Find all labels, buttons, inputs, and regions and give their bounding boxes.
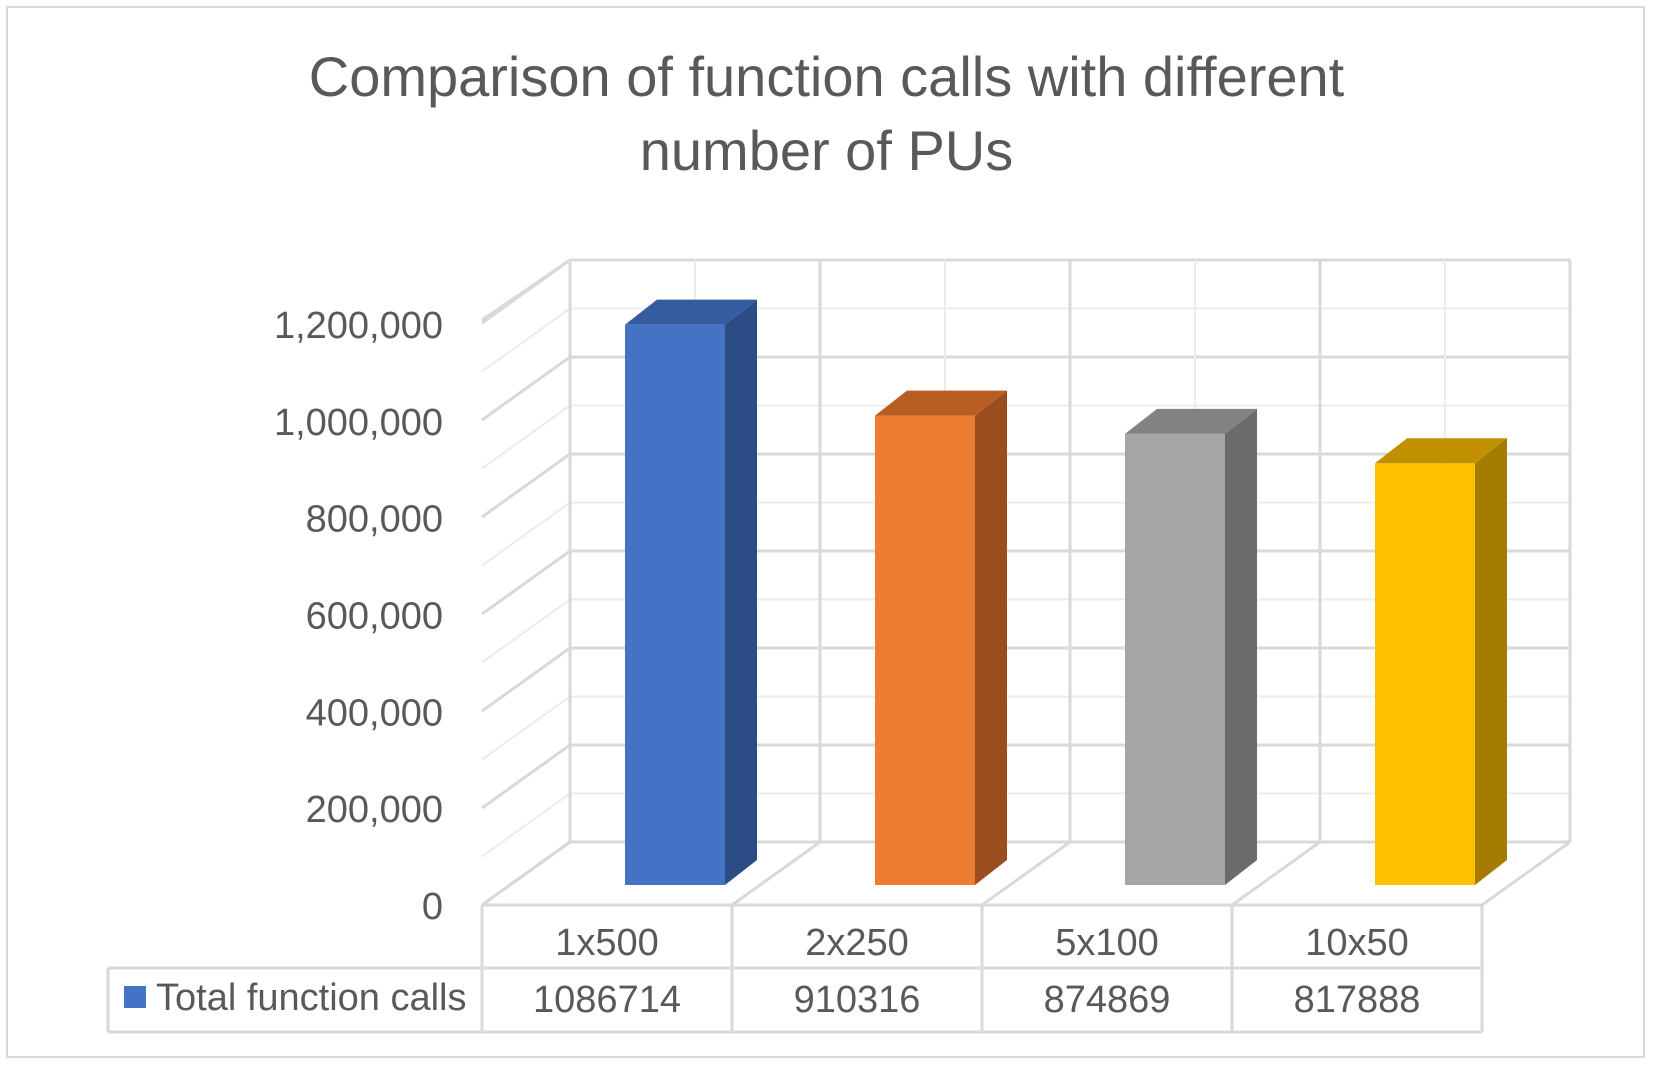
category-label: 10x50 <box>1305 922 1409 964</box>
legend-swatch <box>124 986 146 1008</box>
gridline-side <box>481 695 571 761</box>
chart-frame <box>6 6 1645 1058</box>
gridline-side <box>481 307 571 373</box>
side-wall-top <box>481 258 571 322</box>
floor-right-edge <box>1481 840 1571 907</box>
category-label: 5x100 <box>1055 922 1159 964</box>
y-tick-label: 1,000,000 <box>274 402 443 444</box>
y-tick-label: 200,000 <box>306 789 443 831</box>
gridline-side <box>481 501 571 567</box>
y-axis: 0 200,000 400,000 600,000 800,000 1,000,000 1,… <box>274 305 443 928</box>
bar-side-2x250 <box>975 390 1007 885</box>
floor-divider <box>981 840 1071 907</box>
bar-side-10x50 <box>1475 438 1507 885</box>
bar-top-2x250 <box>875 390 1007 416</box>
gridline-side <box>481 355 571 422</box>
bar-front-5x100 <box>1125 433 1225 885</box>
gridline-side <box>481 598 571 664</box>
bar-front-10x50 <box>1375 463 1475 885</box>
bar-front-2x250 <box>875 415 975 885</box>
gridline-side <box>481 549 571 616</box>
floor-left-edge <box>481 840 571 907</box>
data-table: 1x500 1086714 2x250 910316 5x100 874869 10x50 8… <box>106 905 1484 1034</box>
chart-title-line-1: Comparison of function calls with differ… <box>308 45 1345 108</box>
gridline-side <box>481 404 571 470</box>
data-value-label: 910316 <box>794 979 921 1021</box>
bars <box>625 299 1507 885</box>
y-tick-label: 0 <box>422 886 443 928</box>
y-tick-label: 1,200,000 <box>274 305 443 347</box>
floor-divider <box>731 840 821 907</box>
data-value-label: 1086714 <box>533 979 681 1021</box>
gridline-side <box>481 743 571 810</box>
chart-title-line-2: number of PUs <box>639 119 1014 182</box>
y-tick-label: 800,000 <box>306 499 443 541</box>
data-value-label: 874869 <box>1044 979 1171 1021</box>
floor-divider <box>1231 840 1321 907</box>
bar-side-5x100 <box>1225 408 1257 885</box>
bar-top-5x100 <box>1125 408 1257 434</box>
bar-top-10x50 <box>1375 438 1507 464</box>
category-label: 2x250 <box>805 922 909 964</box>
bar-front-1x500 <box>625 324 725 885</box>
bar-side-1x500 <box>725 299 757 885</box>
gridline-side <box>481 792 571 858</box>
data-value-label: 817888 <box>1294 979 1421 1021</box>
y-tick-label: 400,000 <box>306 692 443 734</box>
gridline-side <box>481 452 571 519</box>
gridline-side <box>481 646 571 713</box>
bar-top-1x500 <box>625 299 757 325</box>
legend-series-name: Total function calls <box>156 977 467 1019</box>
chart-title: Comparison of function calls with differ… <box>0 40 1653 188</box>
y-tick-label: 600,000 <box>306 596 443 638</box>
category-label: 1x500 <box>555 922 659 964</box>
